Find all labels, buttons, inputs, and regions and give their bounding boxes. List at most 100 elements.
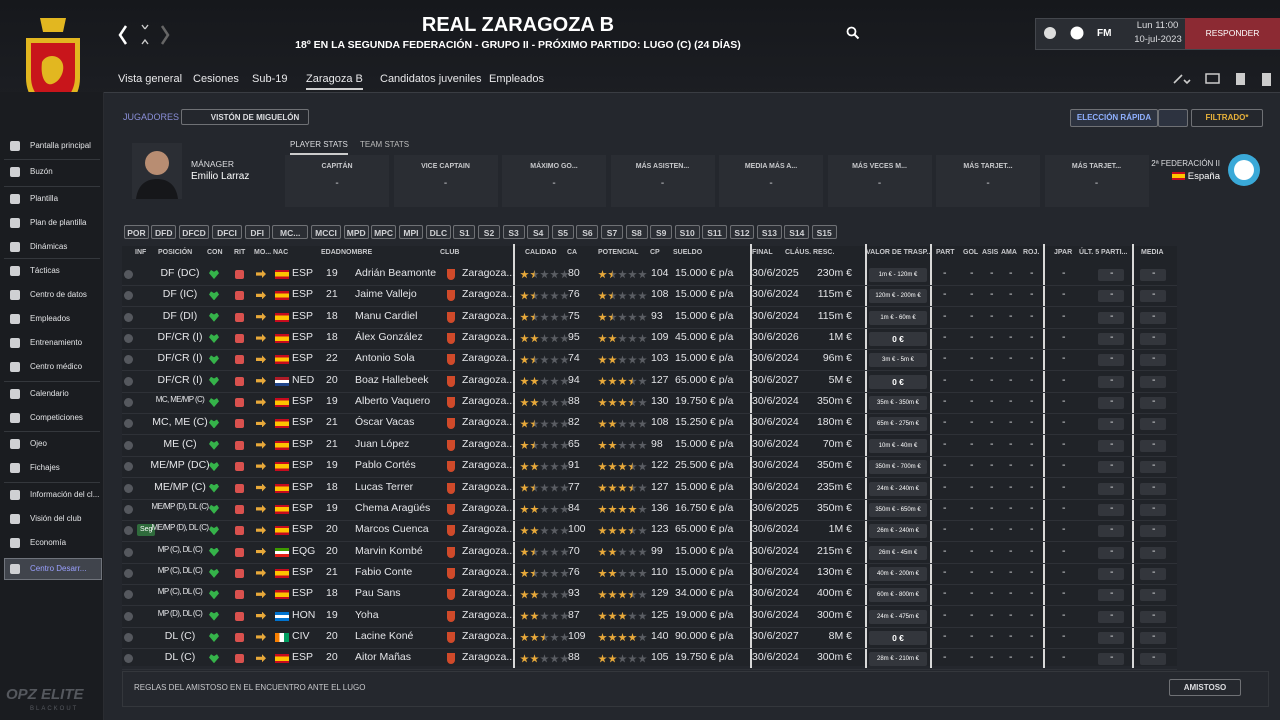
- position-filter[interactable]: S11: [702, 225, 727, 239]
- column-header[interactable]: CALIDAD: [525, 249, 557, 256]
- player-row[interactable]: [122, 500, 1177, 521]
- column-header[interactable]: PART: [936, 249, 955, 256]
- position-filter[interactable]: MPD: [343, 225, 369, 239]
- sidebar-item[interactable]: Fichajes: [30, 463, 60, 472]
- column-header[interactable]: ROJ.: [1023, 249, 1040, 256]
- name[interactable]: Adrián Beamonte: [355, 267, 437, 279]
- name[interactable]: Manu Cardiel: [355, 309, 418, 322]
- column-header[interactable]: NOMBRE: [341, 249, 373, 256]
- column-header[interactable]: EDAD: [321, 249, 341, 256]
- view-dropdown[interactable]: VISTÓN DE MIGUELÓN: [181, 109, 309, 125]
- player-row[interactable]: [122, 457, 1177, 479]
- column-header[interactable]: ÚLT. 5 PARTI...: [1079, 249, 1128, 256]
- sidebar-item[interactable]: Tácticas: [30, 266, 60, 275]
- position-filter[interactable]: S2: [478, 225, 500, 239]
- name[interactable]: Fabio Conte: [355, 565, 413, 578]
- name[interactable]: Álex González: [355, 331, 423, 344]
- player-row[interactable]: [122, 372, 1177, 393]
- position-filter[interactable]: MCCI: [310, 225, 342, 239]
- column-header[interactable]: MO...: [254, 249, 272, 256]
- toolbar-icons[interactable]: [1170, 70, 1278, 88]
- position-filter[interactable]: S8: [625, 225, 648, 239]
- name[interactable]: Marvin Kombé: [355, 544, 423, 557]
- sidebar-item[interactable]: Plantilla: [30, 194, 59, 203]
- column-header[interactable]: RIT: [234, 249, 246, 256]
- position-filter[interactable]: DLC: [426, 225, 451, 239]
- position-filter[interactable]: S15: [811, 225, 837, 239]
- player-row[interactable]: [122, 393, 1177, 415]
- nav-tab[interactable]: Cesiones: [193, 73, 239, 85]
- position-filter[interactable]: DFCD: [178, 225, 210, 239]
- position-filter[interactable]: MC...: [272, 225, 309, 239]
- position-filter[interactable]: MPC: [371, 225, 396, 239]
- name[interactable]: Aitor Mañas: [355, 651, 412, 664]
- column-header[interactable]: JPAR: [1054, 249, 1073, 256]
- sidebar-item[interactable]: Economía: [30, 538, 67, 547]
- player-row[interactable]: [122, 585, 1177, 607]
- quick-pick-arrow[interactable]: [1158, 109, 1188, 127]
- nav-arrows[interactable]: [116, 22, 176, 48]
- position-filter[interactable]: S6: [576, 225, 599, 239]
- nav-tab[interactable]: Vista general: [118, 73, 183, 85]
- position-filter[interactable]: POR: [124, 225, 149, 239]
- position-filter[interactable]: S10: [674, 225, 700, 239]
- position-filter[interactable]: DFI: [244, 225, 270, 239]
- name[interactable]: Óscar Vacas: [355, 416, 415, 429]
- column-header[interactable]: SUELDO: [673, 249, 703, 256]
- filter-button[interactable]: FILTRADO*: [1191, 109, 1263, 127]
- player-row[interactable]: [122, 286, 1177, 308]
- stats-tab[interactable]: TEAM STATS: [360, 140, 410, 149]
- name[interactable]: Lacine Koné: [355, 629, 414, 642]
- player-row[interactable]: [122, 265, 1177, 286]
- reply-button[interactable]: [1185, 18, 1280, 49]
- column-header[interactable]: CA: [567, 249, 578, 256]
- name[interactable]: Alberto Vaquero: [355, 395, 431, 408]
- player-row[interactable]: [122, 607, 1177, 628]
- column-header[interactable]: ASIS: [982, 249, 999, 256]
- player-row[interactable]: [122, 628, 1177, 649]
- position-filter[interactable]: S14: [784, 225, 810, 239]
- name[interactable]: Marcos Cuenca: [355, 523, 429, 536]
- quick-pick[interactable]: ELECCIÓN RÁPIDA: [1070, 109, 1158, 127]
- nav-tab[interactable]: Candidatos juveniles: [380, 73, 482, 85]
- sidebar-item[interactable]: Centro médico: [30, 362, 83, 371]
- name[interactable]: Pau Sans: [355, 587, 401, 600]
- position-filter[interactable]: MPI: [398, 225, 424, 239]
- sidebar-item[interactable]: Calendario: [30, 389, 69, 398]
- status-icons[interactable]: [1042, 25, 1092, 41]
- sidebar-item[interactable]: Información del cl...: [30, 490, 100, 499]
- sidebar-item[interactable]: Ojeo: [30, 439, 47, 448]
- sidebar-item[interactable]: Plan de plantilla: [30, 218, 87, 227]
- sidebar-item[interactable]: Centro de datos: [30, 290, 87, 299]
- column-header[interactable]: MEDIA: [1141, 249, 1164, 256]
- column-header[interactable]: INF: [135, 249, 147, 256]
- player-row[interactable]: [122, 564, 1177, 585]
- name[interactable]: Lucas Terrer: [355, 480, 414, 493]
- sidebar-item[interactable]: Pantalla principal: [30, 141, 91, 150]
- player-row[interactable]: [122, 649, 1177, 671]
- sidebar-item[interactable]: Competiciones: [30, 413, 83, 422]
- column-header[interactable]: POTENCIAL: [598, 249, 639, 256]
- column-header[interactable]: NAC: [273, 249, 289, 256]
- player-row[interactable]: [122, 479, 1177, 500]
- column-header[interactable]: CP: [650, 249, 660, 256]
- player-row[interactable]: [122, 414, 1177, 436]
- nav-tab[interactable]: Empleados: [489, 73, 545, 85]
- column-header[interactable]: VALOR DE TRASP...: [866, 249, 933, 256]
- nav-tab[interactable]: Zaragoza B: [306, 73, 363, 90]
- position-filter[interactable]: S4: [527, 225, 550, 239]
- position-filter[interactable]: DFD: [151, 225, 177, 239]
- position-filter[interactable]: S7: [601, 225, 623, 239]
- match-dropdown[interactable]: AMISTOSO: [1169, 679, 1241, 696]
- column-header[interactable]: CON: [207, 249, 223, 256]
- name[interactable]: Chema Aragüés: [355, 501, 431, 514]
- position-filter[interactable]: S5: [551, 225, 574, 239]
- column-header[interactable]: GOL: [963, 249, 979, 256]
- position-filter[interactable]: S3: [502, 225, 525, 239]
- sidebar-item[interactable]: Buzón: [30, 167, 53, 176]
- position-filter[interactable]: DFCI: [211, 225, 243, 239]
- player-row[interactable]: [122, 543, 1177, 564]
- search-icon[interactable]: [846, 26, 860, 40]
- sidebar-item[interactable]: Visión del club: [30, 514, 82, 523]
- name[interactable]: Yoha: [355, 608, 379, 621]
